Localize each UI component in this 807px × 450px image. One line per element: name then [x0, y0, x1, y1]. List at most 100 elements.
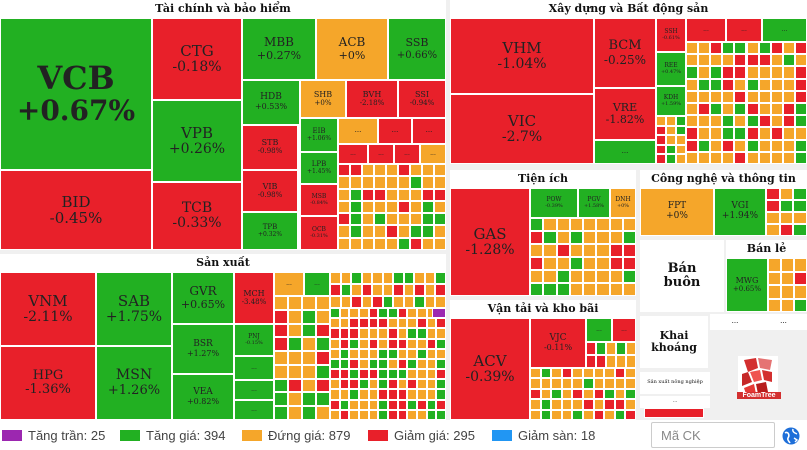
- tile-VGI[interactable]: VGI +1.94%: [714, 188, 766, 236]
- mini-tile[interactable]: [722, 115, 735, 128]
- mini-tile[interactable]: [794, 298, 807, 312]
- mini-tile[interactable]: [436, 318, 446, 329]
- mini-tile[interactable]: [368, 328, 379, 339]
- mini-tile[interactable]: [368, 409, 379, 420]
- mini-tile[interactable]: [530, 368, 541, 379]
- mini-tile[interactable]: [561, 409, 573, 420]
- mini-tile[interactable]: [530, 409, 541, 420]
- mini-tile[interactable]: [378, 369, 388, 380]
- mini-tile[interactable]: [407, 348, 417, 359]
- mini-tile[interactable]: [368, 399, 379, 410]
- mini-tile[interactable]: [316, 351, 330, 365]
- tile-VRE[interactable]: VRE -1.82%: [594, 88, 656, 140]
- legend-floor[interactable]: Giảm sàn: 18: [492, 427, 595, 443]
- mini-tile[interactable]: [583, 270, 597, 283]
- mini-tile[interactable]: [543, 231, 557, 244]
- mini-tile[interactable]: [758, 78, 771, 91]
- mini-tile[interactable]: [793, 212, 807, 224]
- mini-tile[interactable]: [625, 399, 636, 410]
- mini-tile[interactable]: [569, 257, 583, 270]
- mini-tile[interactable]: [426, 348, 437, 359]
- mini-tile[interactable]: [686, 54, 699, 67]
- mini-tile[interactable]: [686, 66, 699, 79]
- mini-tile[interactable]: [417, 399, 427, 410]
- mini-tile[interactable]: [330, 272, 341, 284]
- tile-more-man3[interactable]: ...: [234, 400, 274, 420]
- mini-tile[interactable]: [572, 368, 583, 379]
- mini-tile[interactable]: [417, 328, 427, 339]
- mini-tile[interactable]: [540, 378, 552, 389]
- mini-tile[interactable]: [426, 409, 437, 420]
- mini-tile[interactable]: [436, 379, 446, 390]
- mini-tile[interactable]: [417, 318, 427, 329]
- mini-tile[interactable]: [338, 200, 350, 214]
- mini-tile[interactable]: [609, 283, 623, 296]
- mini-tile[interactable]: [368, 369, 379, 380]
- mini-tile[interactable]: [626, 342, 636, 355]
- mini-tile[interactable]: [710, 103, 723, 116]
- mini-tile[interactable]: [434, 188, 446, 201]
- mini-tile[interactable]: [339, 318, 350, 329]
- tile-BSR[interactable]: BSR +1.27%: [172, 324, 234, 374]
- mini-tile[interactable]: [794, 66, 807, 79]
- mini-tile[interactable]: [338, 164, 350, 177]
- mini-tile[interactable]: [398, 237, 410, 250]
- mini-tile[interactable]: [302, 406, 316, 420]
- mini-tile[interactable]: [362, 200, 374, 214]
- mini-tile[interactable]: [338, 213, 350, 226]
- mini-tile[interactable]: [316, 296, 330, 310]
- mini-tile[interactable]: [561, 378, 573, 389]
- tile-more-man5[interactable]: ...: [304, 272, 330, 296]
- mini-tile[interactable]: [349, 318, 359, 329]
- mini-tile[interactable]: [397, 358, 408, 370]
- legend-ceiling[interactable]: Tăng trần: 25: [2, 427, 105, 443]
- mini-tile[interactable]: [414, 272, 425, 284]
- mini-tile[interactable]: [609, 231, 623, 244]
- mini-tile[interactable]: [339, 389, 350, 400]
- mini-tile[interactable]: [410, 200, 422, 214]
- mini-tile[interactable]: [316, 378, 330, 393]
- mini-tile[interactable]: [686, 151, 699, 164]
- mini-tile[interactable]: [616, 342, 626, 355]
- mini-tile[interactable]: [386, 164, 398, 177]
- mini-tile[interactable]: [374, 188, 386, 201]
- mini-tile[interactable]: [386, 237, 398, 250]
- tile-SSI[interactable]: SSI -0.94%: [398, 80, 446, 118]
- mini-tile[interactable]: [274, 406, 288, 420]
- mini-tile[interactable]: [436, 409, 446, 420]
- mini-tile[interactable]: [339, 338, 350, 349]
- mini-tile[interactable]: [782, 151, 795, 164]
- mini-tile[interactable]: [758, 139, 771, 152]
- mini-tile[interactable]: [710, 115, 723, 128]
- mini-tile[interactable]: [362, 237, 374, 250]
- mini-tile[interactable]: [593, 368, 605, 379]
- mini-tile[interactable]: [614, 378, 626, 389]
- mini-tile[interactable]: [710, 139, 723, 152]
- mini-tile[interactable]: [698, 54, 711, 67]
- mini-tile[interactable]: [710, 127, 723, 140]
- mini-tile[interactable]: [374, 225, 386, 238]
- mini-tile[interactable]: [338, 225, 350, 238]
- mini-tile[interactable]: [676, 135, 686, 145]
- mini-tile[interactable]: [372, 296, 383, 308]
- mini-tile[interactable]: [676, 116, 686, 126]
- mini-tile[interactable]: [386, 225, 398, 238]
- mini-tile[interactable]: [359, 409, 369, 420]
- mini-tile[interactable]: [350, 237, 362, 250]
- mini-tile[interactable]: [622, 218, 636, 231]
- mini-tile[interactable]: [386, 200, 398, 214]
- mini-tile[interactable]: [362, 225, 374, 238]
- mini-tile[interactable]: [779, 188, 794, 200]
- mini-tile[interactable]: [583, 257, 597, 270]
- mini-tile[interactable]: [274, 296, 288, 310]
- mini-tile[interactable]: [426, 358, 437, 370]
- mini-tile[interactable]: [622, 244, 636, 257]
- mini-tile[interactable]: [359, 358, 369, 370]
- mini-tile[interactable]: [746, 139, 759, 152]
- tile-LPB[interactable]: LPB +1.45%: [300, 152, 338, 184]
- mini-tile[interactable]: [388, 409, 398, 420]
- tile-REE[interactable]: REE +0.47%: [656, 52, 686, 86]
- mini-tile[interactable]: [616, 355, 626, 368]
- mini-tile[interactable]: [378, 399, 388, 410]
- mini-tile[interactable]: [556, 244, 570, 257]
